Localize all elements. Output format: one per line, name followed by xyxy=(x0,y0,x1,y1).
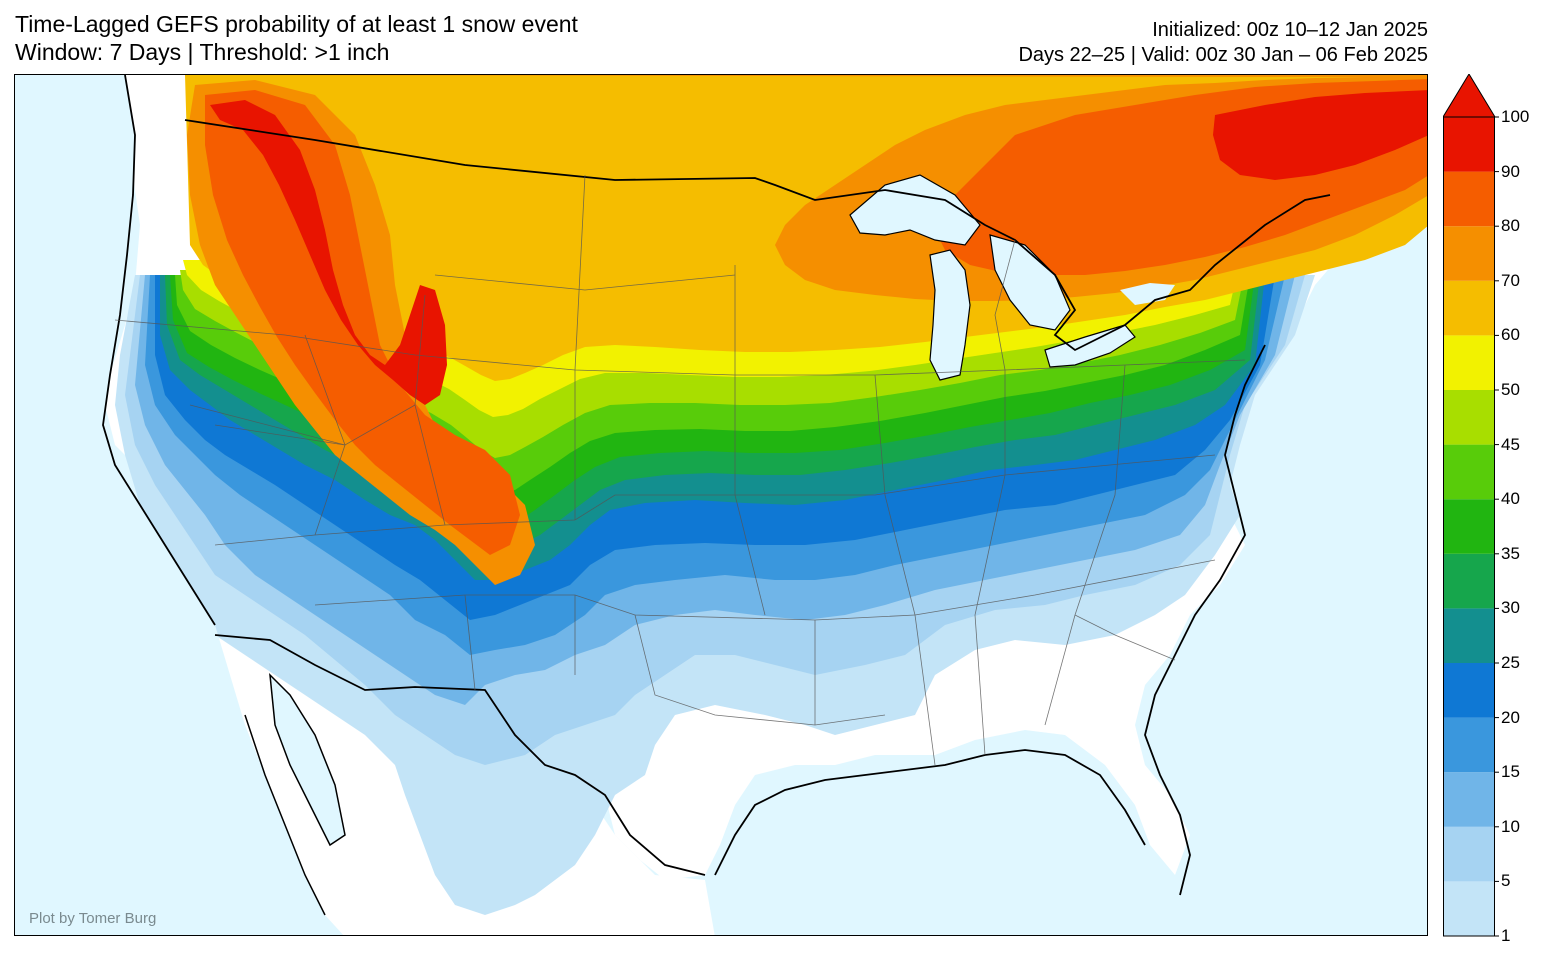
valid-text: Days 22–25 | Valid: 00z 30 Jan – 06 Feb … xyxy=(1018,44,1428,66)
colorbar-label: 1 xyxy=(1501,926,1511,945)
colorbar-swatch xyxy=(1443,717,1495,773)
colorbar-label: 100 xyxy=(1501,107,1530,126)
plot-credit: Plot by Tomer Burg xyxy=(29,910,157,927)
gulf-of-california xyxy=(270,675,345,845)
band-90 xyxy=(1213,90,1427,180)
colorbar-swatch xyxy=(1443,390,1495,445)
colorbar: 1 5 10 15 20 25 30 35 40 45 50 60 70 80 90 100 xyxy=(1442,73,1543,945)
us-mexico-border xyxy=(214,634,706,876)
colorbar-label: 10 xyxy=(1501,816,1520,836)
colorbar-label: 40 xyxy=(1501,489,1520,509)
colorbar-label: 50 xyxy=(1501,380,1520,399)
colorbar-swatch xyxy=(1443,171,1495,227)
colorbar-label: 90 xyxy=(1501,161,1520,181)
state-lines xyxy=(114,174,1246,766)
gulf-of-mexico xyxy=(710,750,1185,935)
coastline-east xyxy=(1144,344,1266,896)
colorbar-swatch xyxy=(1443,226,1495,281)
colorbar-label: 15 xyxy=(1501,762,1520,782)
colorbar-frame xyxy=(1443,116,1495,937)
map-panel[interactable]: Plot by Tomer Burg xyxy=(14,74,1428,936)
title-line-1: Time-Lagged GEFS probability of at least… xyxy=(15,11,578,37)
lake-michigan xyxy=(930,250,970,380)
lake-ontario xyxy=(1120,283,1175,305)
colorbar-swatch xyxy=(1443,608,1495,663)
colorbar-label: 25 xyxy=(1501,653,1520,672)
colorbar-label: 45 xyxy=(1501,434,1520,454)
colorbar-label: 20 xyxy=(1501,707,1520,727)
water-bodies xyxy=(15,75,1427,935)
baja-coast xyxy=(244,672,346,916)
colorbar-swatch xyxy=(1443,772,1495,827)
probability-map xyxy=(15,75,1427,935)
coastline-gulf xyxy=(714,749,1146,876)
political-borders xyxy=(102,75,1331,916)
band-80-west xyxy=(205,90,520,555)
colorbar-swatch xyxy=(1443,444,1495,500)
colorbar-swatch xyxy=(1443,117,1495,172)
colorbar-swatch xyxy=(1443,499,1495,554)
colorbar-svg xyxy=(1442,73,1499,937)
colorbar-swatch xyxy=(1443,280,1495,336)
colorbar-swatch xyxy=(1443,553,1495,609)
pacific-ocean xyxy=(15,75,344,935)
colorbar-label: 60 xyxy=(1501,325,1520,345)
colorbar-label: 5 xyxy=(1501,871,1511,891)
initialized-text: Initialized: 00z 10–12 Jan 2025 xyxy=(1152,19,1428,41)
run-info: Initialized: 00z 10–12 Jan 2025 Days 22–… xyxy=(1018,18,1428,68)
colorbar-label: 80 xyxy=(1501,216,1520,236)
coastline-west xyxy=(102,75,216,626)
colorbar-swatch xyxy=(1443,335,1495,390)
prob-bands xyxy=(115,75,1427,915)
band-90-west xyxy=(210,100,447,405)
lake-superior xyxy=(850,175,980,245)
colorbar-extend-arrow xyxy=(1442,73,1496,118)
colorbar-label: 70 xyxy=(1501,270,1520,290)
colorbar-swatch xyxy=(1443,663,1495,718)
title-line-2: Window: 7 Days | Threshold: >1 inch xyxy=(15,39,390,65)
lake-erie xyxy=(1045,325,1135,367)
us-canada-border xyxy=(184,119,1331,352)
chart-title: Time-Lagged GEFS probability of at least… xyxy=(15,10,578,66)
colorbar-label: 30 xyxy=(1501,598,1520,618)
colorbar-label: 35 xyxy=(1501,543,1520,563)
colorbar-swatch xyxy=(1443,826,1495,882)
atlantic-ocean xyxy=(1160,326,1427,935)
colorbar-swatch xyxy=(1443,881,1495,936)
great-lakes-outline xyxy=(849,174,1136,381)
